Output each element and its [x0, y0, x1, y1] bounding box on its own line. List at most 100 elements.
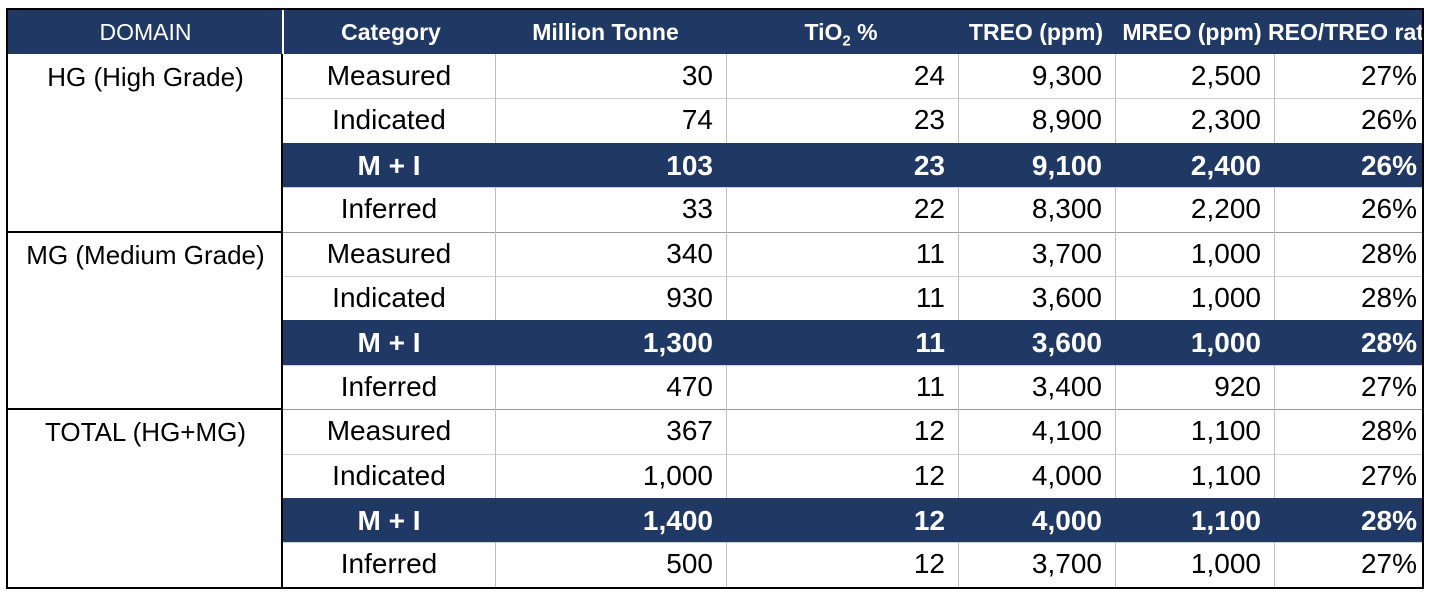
column-divider — [726, 453, 727, 498]
column-divider — [1274, 98, 1275, 143]
treo-cell: 3,700 — [1031, 548, 1102, 580]
column-divider — [958, 453, 959, 498]
tio2-cell: 12 — [913, 505, 945, 536]
treo-cell: 3,600 — [1031, 327, 1102, 359]
column-divider — [1115, 54, 1116, 99]
column-divider — [958, 187, 959, 232]
tio2-cell: 12 — [913, 548, 945, 580]
column-divider — [726, 542, 727, 587]
column-divider — [1115, 187, 1116, 232]
million-tonne-cell: 1,000 — [642, 459, 713, 491]
tio2-cell: 24 — [913, 60, 945, 91]
category-cell: M + I — [357, 505, 421, 536]
tio2-cell: 12 — [913, 459, 945, 491]
table-row: Inferred 500 12 3,700 1,000 27% — [283, 542, 1422, 587]
domain-label: MG (Medium Grade) — [26, 239, 265, 270]
header-tio2: TiO2 % — [726, 10, 956, 54]
tio2-cell: 12 — [913, 415, 945, 447]
column-divider — [495, 276, 496, 321]
column-divider — [1115, 276, 1116, 321]
category-cell: Indicated — [332, 459, 446, 491]
subtotal-row: M + I 103 23 9,100 2,400 26% — [283, 142, 1422, 188]
treo-cell: 4,000 — [1031, 505, 1102, 536]
column-divider — [1274, 276, 1275, 321]
million-tonne-cell: 500 — [666, 548, 713, 580]
category-cell: M + I — [357, 327, 421, 359]
column-divider — [726, 409, 727, 454]
column-divider — [1274, 364, 1275, 410]
domain-row-divider — [283, 231, 1422, 233]
mreo-cell: 1,000 — [1190, 282, 1261, 313]
treo-cell: 3,700 — [1031, 237, 1102, 269]
subtotal-row: M + I 1,300 11 3,600 1,000 28% — [283, 320, 1422, 365]
million-tonne-cell: 103 — [666, 149, 713, 181]
reo-treo-ratio-cell: 26% — [1360, 193, 1417, 225]
mreo-cell: 2,400 — [1190, 149, 1261, 181]
column-divider — [495, 364, 496, 410]
column-divider — [958, 98, 959, 143]
category-cell: Inferred — [340, 370, 438, 402]
column-divider — [958, 276, 959, 321]
column-divider — [1115, 542, 1116, 587]
table-header: DOMAIN Category Million Tonne TiO2 % TRE… — [8, 10, 1422, 54]
header-tio2-suffix: % — [850, 19, 878, 45]
table-row: Indicated 74 23 8,900 2,300 26% — [283, 98, 1422, 143]
column-divider — [495, 409, 496, 454]
reo-treo-ratio-cell: 28% — [1360, 237, 1417, 269]
category-cell: Indicated — [332, 104, 446, 136]
treo-cell: 9,100 — [1031, 149, 1102, 181]
mreo-cell: 1,100 — [1190, 415, 1261, 447]
row-divider — [283, 187, 1422, 189]
table-row: Measured 367 12 4,100 1,100 28% — [283, 409, 1422, 454]
reo-treo-ratio-cell: 27% — [1360, 60, 1417, 91]
header-separator — [282, 10, 284, 54]
reo-treo-ratio-cell: 27% — [1360, 370, 1417, 402]
tio2-cell: 11 — [915, 327, 945, 359]
column-divider — [726, 54, 727, 99]
column-divider — [1115, 231, 1116, 276]
tio2-cell: 23 — [913, 104, 945, 136]
column-divider — [958, 409, 959, 454]
column-divider — [495, 98, 496, 143]
category-cell: Measured — [326, 60, 452, 91]
column-divider — [495, 231, 496, 276]
header-tio2-subscript: 2 — [842, 32, 851, 50]
reo-treo-ratio-cell: 26% — [1360, 149, 1417, 181]
million-tonne-cell: 1,400 — [642, 505, 713, 536]
mreo-cell: 1,000 — [1190, 237, 1261, 269]
domain-label: TOTAL (HG+MG) — [44, 417, 247, 448]
column-divider — [958, 54, 959, 99]
treo-cell: 8,300 — [1031, 193, 1102, 225]
treo-cell: 4,000 — [1031, 459, 1102, 491]
mreo-cell: 2,500 — [1190, 60, 1261, 91]
row-divider — [283, 453, 1422, 455]
subtotal-row: M + I 1,400 12 4,000 1,100 28% — [283, 498, 1422, 543]
column-divider — [495, 187, 496, 232]
tio2-cell: 11 — [915, 370, 945, 402]
reo-treo-ratio-cell: 28% — [1360, 505, 1417, 536]
tio2-cell: 11 — [915, 237, 945, 269]
mreo-cell: 2,200 — [1190, 193, 1261, 225]
mreo-cell: 1,000 — [1190, 327, 1261, 359]
column-divider — [958, 542, 959, 587]
million-tonne-cell: 74 — [681, 104, 713, 136]
domain-label: HG (High Grade) — [47, 62, 244, 92]
resource-table: DOMAIN Category Million Tonne TiO2 % TRE… — [6, 8, 1424, 589]
column-divider — [495, 453, 496, 498]
category-cell: Inferred — [340, 193, 438, 225]
million-tonne-cell: 367 — [666, 415, 713, 447]
column-divider — [1274, 187, 1275, 232]
reo-treo-ratio-cell: 27% — [1360, 548, 1417, 580]
header-reo-treo-ratio: REO/TREO rat — [1268, 19, 1422, 45]
mreo-cell: 2,300 — [1190, 104, 1261, 136]
column-divider — [495, 542, 496, 587]
mreo-cell: 1,100 — [1190, 505, 1261, 536]
table-row: Inferred 470 11 3,400 920 27% — [283, 364, 1422, 410]
header-domain: DOMAIN — [99, 19, 192, 45]
treo-cell: 8,900 — [1031, 104, 1102, 136]
million-tonne-cell: 930 — [666, 282, 713, 313]
category-cell: Measured — [326, 415, 452, 447]
column-divider — [726, 98, 727, 143]
tio2-cell: 23 — [913, 149, 945, 181]
mreo-cell: 1,000 — [1190, 548, 1261, 580]
